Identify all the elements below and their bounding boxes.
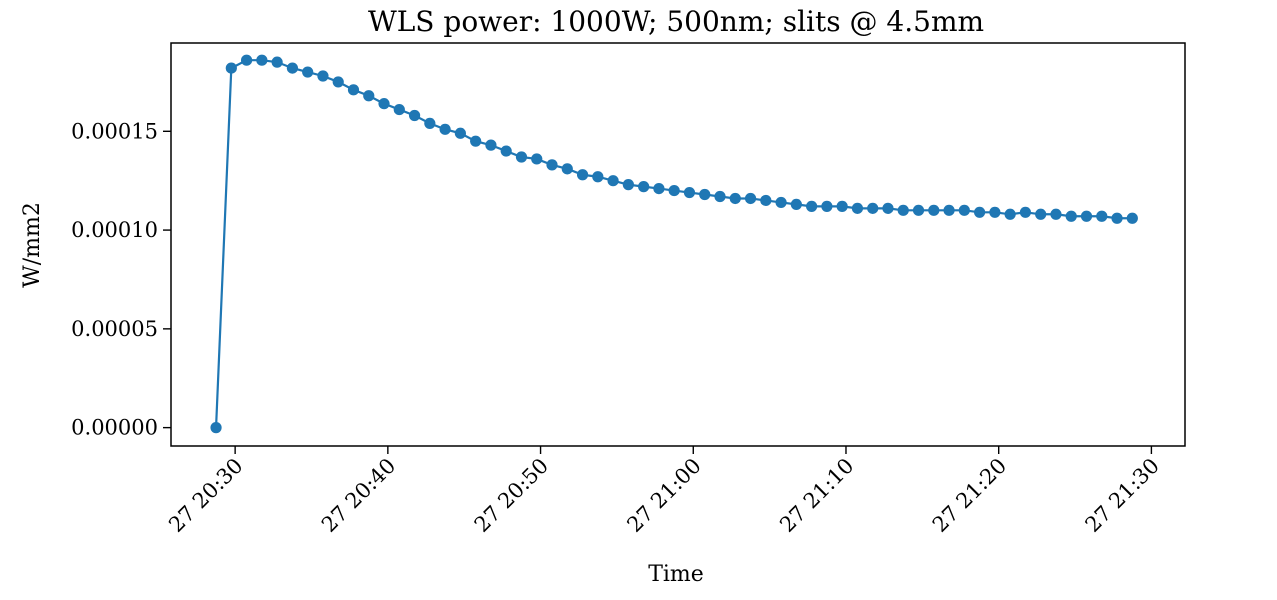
data-point	[485, 139, 497, 151]
data-point	[592, 171, 604, 183]
data-point	[867, 202, 879, 214]
data-point	[744, 192, 757, 205]
data-point	[699, 188, 711, 201]
data-point	[271, 56, 283, 68]
data-point	[668, 184, 680, 197]
x-axis-label: Time	[648, 562, 704, 587]
data-point	[760, 194, 772, 207]
series-line	[214, 59, 1133, 428]
data-point	[576, 169, 589, 181]
data-point	[683, 186, 696, 199]
data-point	[210, 422, 222, 434]
data-point	[928, 204, 940, 216]
data-point	[897, 204, 909, 216]
data-point	[1035, 208, 1047, 220]
data-point	[286, 62, 299, 74]
data-point	[302, 66, 314, 78]
data-point	[714, 190, 726, 203]
data-point	[1111, 212, 1123, 224]
y-tick-label: 0.00000	[71, 416, 158, 440]
data-point	[1019, 206, 1032, 218]
plot-area	[210, 54, 1138, 434]
data-point	[622, 179, 634, 191]
data-point	[1080, 210, 1093, 222]
data-point	[363, 90, 375, 102]
data-point	[439, 123, 451, 135]
x-tick-label: 27 21:10	[775, 454, 858, 537]
x-tick-label: 27 20:40	[317, 454, 400, 537]
data-point	[515, 151, 528, 163]
data-point	[332, 76, 344, 88]
data-point	[882, 202, 894, 214]
data-point	[912, 204, 925, 216]
data-point	[729, 192, 741, 205]
x-tick-label: 27 20:50	[470, 454, 553, 537]
data-point	[454, 127, 466, 139]
data-point	[317, 70, 329, 82]
data-point	[607, 175, 619, 187]
y-tick-label: 0.00015	[71, 119, 158, 143]
y-tick-label: 0.00005	[71, 317, 158, 341]
data-point	[1096, 210, 1108, 222]
data-point	[393, 103, 405, 116]
data-point	[408, 109, 421, 122]
data-point	[958, 204, 970, 216]
data-point	[256, 54, 268, 66]
data-point	[806, 200, 818, 212]
x-axis-ticks: 27 20:30 27 20:40 27 20:50 27 21:00 27 21:10…	[164, 446, 1164, 537]
data-point	[943, 204, 955, 216]
data-point	[500, 145, 512, 157]
x-tick-label: 27 20:30	[164, 454, 247, 537]
data-point	[225, 62, 237, 74]
data-point	[974, 206, 986, 218]
data-point	[775, 196, 787, 209]
data-point	[531, 153, 543, 165]
data-point	[240, 54, 253, 66]
data-point	[1126, 212, 1138, 224]
data-point	[546, 159, 558, 171]
data-point	[561, 163, 573, 175]
data-point	[851, 202, 864, 214]
x-tick-label: 27 21:20	[928, 454, 1011, 537]
plot-frame	[170, 42, 1186, 447]
chart-title: WLS power: 1000W; 500nm; slits @ 4.5mm	[368, 5, 984, 38]
data-point	[790, 198, 802, 210]
x-tick-label: 27 21:30	[1081, 454, 1164, 537]
data-point	[653, 182, 665, 195]
data-point	[1050, 208, 1062, 220]
data-point	[989, 206, 1001, 218]
data-point	[836, 200, 848, 212]
data-point	[347, 84, 360, 96]
y-axis-label: W/mm2	[20, 202, 45, 288]
data-point	[1065, 210, 1077, 222]
data-point	[424, 117, 436, 129]
y-axis-ticks: 0.00000 0.00005 0.00010 0.00015	[71, 119, 171, 440]
data-point	[1004, 208, 1016, 220]
data-point	[821, 200, 833, 212]
data-point	[378, 98, 390, 110]
data-point	[470, 135, 482, 147]
x-tick-label: 27 21:00	[622, 454, 705, 537]
y-tick-label: 0.00010	[71, 218, 158, 242]
data-point	[638, 181, 650, 193]
